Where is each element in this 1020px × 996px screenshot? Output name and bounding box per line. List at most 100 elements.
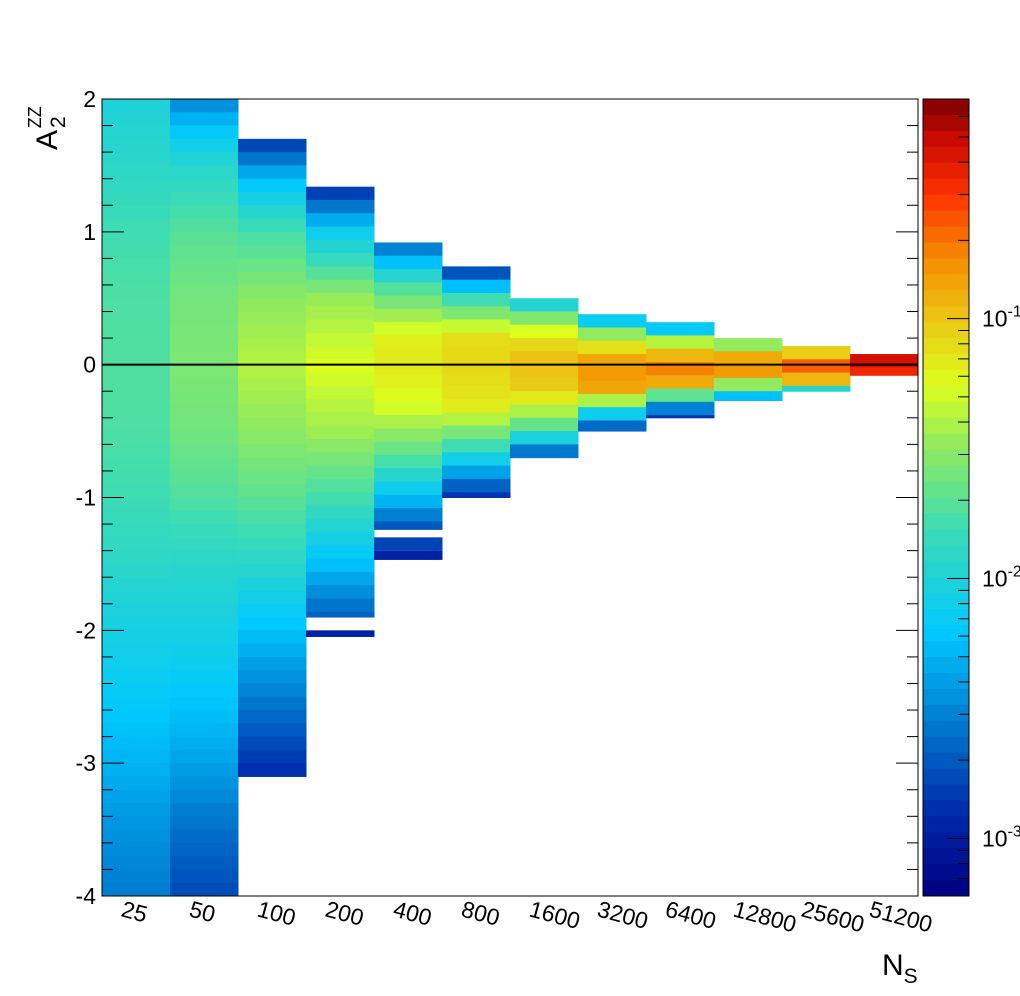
- y-tick-label: 2: [83, 86, 96, 112]
- heatmap-cell: [306, 399, 375, 413]
- heatmap-cell: [102, 550, 171, 565]
- colorbar-segment: [923, 816, 969, 833]
- heatmap-cell: [238, 431, 307, 445]
- colorbar-segment: [923, 449, 969, 467]
- heatmap-cell: [170, 603, 239, 618]
- colorbar-segment: [923, 114, 969, 132]
- heatmap-cell: [102, 723, 171, 738]
- heatmap-cell: [102, 245, 171, 259]
- heatmap-cell: [306, 478, 375, 493]
- heatmap-cell: [102, 577, 171, 591]
- heatmap-cell: [578, 420, 647, 432]
- heatmap-cell: [306, 306, 375, 321]
- x-axis-title-main: N: [882, 949, 904, 982]
- heatmap-cell: [238, 524, 307, 538]
- heatmap-cell: [102, 617, 171, 631]
- x-tick-label: 6400: [663, 896, 719, 934]
- heatmap-cell: [714, 364, 783, 379]
- heatmap-cell: [102, 311, 171, 326]
- heatmap-cell: [102, 537, 171, 552]
- heatmap-cell: [442, 452, 511, 467]
- heatmap-cell: [442, 332, 511, 347]
- colorbar-segment: [923, 800, 969, 817]
- heatmap-cell: [306, 452, 375, 467]
- heatmap-cell: [170, 165, 239, 180]
- heatmap-cell: [238, 590, 307, 605]
- heatmap-cell: [510, 444, 579, 459]
- heatmap-cell: [374, 282, 443, 297]
- heatmap-cell: [170, 99, 239, 113]
- heatmap-cell: [238, 617, 307, 631]
- x-tick-label: 50: [187, 896, 218, 928]
- heatmap-cell: [850, 354, 919, 368]
- heatmap-cell: [442, 346, 511, 360]
- heatmap-cell: [442, 279, 511, 294]
- heatmap-cell: [102, 696, 171, 711]
- heatmap-cell: [238, 152, 307, 166]
- heatmap-cell: [374, 375, 443, 390]
- colorbar-tick-label: 10-2: [982, 563, 1020, 591]
- x-axis-tick-labels: 25 50 100 200 400 800 1600 3200 6400 12800 25600 51…: [119, 896, 936, 938]
- heatmap-cell: [238, 377, 307, 392]
- heatmap-cell: [170, 391, 239, 406]
- heatmap-cells: [102, 99, 919, 897]
- heatmap-cell: [646, 401, 715, 416]
- colorbar-segment: [923, 99, 969, 116]
- heatmap-cell: [238, 497, 307, 512]
- heatmap-cell: [442, 492, 511, 498]
- y-axis-title-superscript: ZZ: [25, 106, 45, 128]
- heatmap-cell: [714, 351, 783, 366]
- heatmap-cell: [306, 226, 375, 241]
- heatmap-cell: [374, 269, 443, 283]
- heatmap-cell: [306, 385, 375, 400]
- heatmap-cell: [510, 377, 579, 392]
- heatmap-cell: [374, 415, 443, 429]
- heatmap-cell: [578, 327, 647, 342]
- colorbar-segment: [923, 513, 969, 530]
- heatmap-cell: [238, 670, 307, 684]
- heatmap-cell: [238, 218, 307, 233]
- heatmap-cell: [510, 298, 579, 313]
- heatmap-cell: [442, 292, 511, 307]
- x-tick-label: 3200: [595, 896, 651, 934]
- colorbar-segment: [923, 369, 969, 387]
- y-axis-title-subscript: 2: [47, 116, 70, 128]
- heatmap-cell: [238, 364, 307, 379]
- heatmap-cell: [102, 138, 171, 153]
- heatmap-cell: [170, 550, 239, 565]
- colorbar-segment: [923, 338, 969, 355]
- heatmap-cell: [102, 338, 171, 352]
- heatmap-cell: [646, 322, 715, 336]
- colorbar-segment: [923, 640, 969, 658]
- heatmap-cell: [170, 670, 239, 684]
- heatmap-cell: [850, 367, 919, 376]
- colorbar-segment: [923, 194, 969, 212]
- heatmap-cell: [442, 399, 511, 413]
- heatmap-cell: [442, 359, 511, 374]
- heatmap-cell: [102, 178, 171, 193]
- heatmap-cell: [102, 816, 171, 831]
- y-axis-title: A 2ZZ: [25, 106, 70, 150]
- heatmap-cell: [306, 630, 375, 637]
- colorbar-segment: [923, 672, 969, 690]
- y-axis-ticks: 2 1 0 -1 -2 -3 -4: [76, 86, 918, 909]
- heatmap-cell: [374, 494, 443, 509]
- heatmap-cell: [238, 338, 307, 352]
- heatmap-cell: [646, 348, 715, 363]
- heatmap-cell: [102, 829, 171, 844]
- heatmap-cell: [170, 630, 239, 645]
- heatmap-cell: [374, 295, 443, 310]
- heatmap-cell: [374, 388, 443, 403]
- heatmap-cell: [170, 696, 239, 711]
- colorbar-segment: [923, 736, 969, 754]
- heatmap-cell: [238, 351, 307, 366]
- heatmap-cell: [374, 508, 443, 522]
- heatmap-cell: [170, 683, 239, 698]
- heatmap-cell: [102, 99, 171, 113]
- colorbar-segment: [923, 385, 969, 403]
- heatmap-cell: [646, 335, 715, 350]
- heatmap-cell: [102, 324, 171, 339]
- heatmap-cell: [374, 468, 443, 483]
- colorbar-segment: [923, 290, 969, 307]
- heatmap-cell: [170, 138, 239, 153]
